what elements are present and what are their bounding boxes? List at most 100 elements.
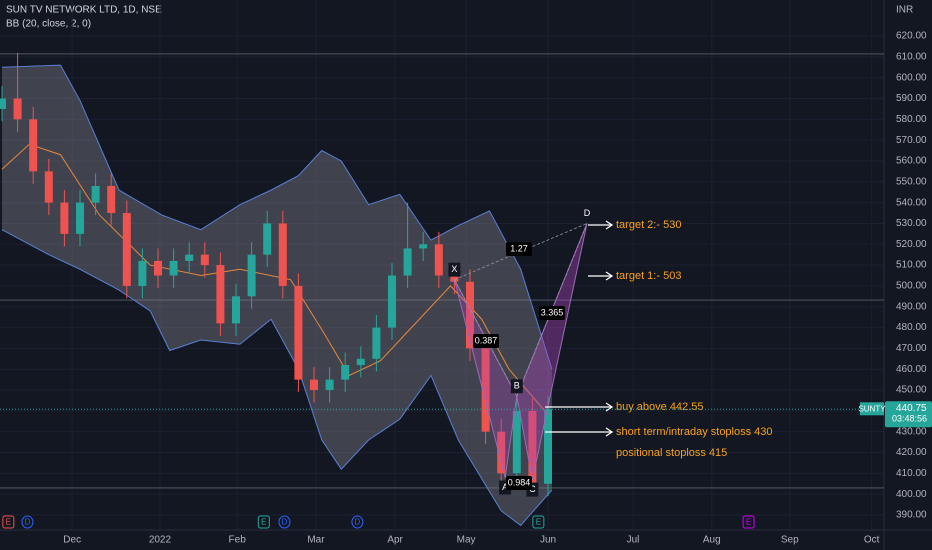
candle-body [29,119,38,172]
last-price-box [885,401,932,428]
y-tick-label: 600.00 [896,72,927,83]
event-label: E [261,518,266,527]
annotation-arrowhead [605,402,614,412]
annotation-arrowhead [605,427,614,437]
pattern-point-label: D [584,208,591,218]
annotation-arrowhead [605,220,614,230]
y-tick-label: 460.00 [896,364,927,375]
chart-title: SUN TV NETWORK LTD, 1D, NSE [6,5,162,16]
candle-body [450,275,459,282]
y-tick-label: 470.00 [896,343,927,354]
event-marker [21,515,34,529]
candle-body [107,185,116,214]
candle-body [544,409,552,484]
band-fill [2,65,552,526]
event-label: E [6,518,11,527]
symbol-label: SUNTY [858,404,886,413]
candle-body [341,365,350,380]
ratio-label: 3.365 [541,307,564,317]
y-tick-label: 560.00 [896,156,927,167]
x-tick-label: Mar [307,535,325,546]
candle-body [310,379,318,391]
ratio-box [539,306,565,320]
currency: INR [896,5,913,16]
x-tick-label: May [457,535,476,546]
ratio-box [473,334,499,348]
candle-body [60,202,69,234]
x-tick-label: 2022 [149,535,172,546]
y-tick-label: 500.00 [896,281,927,292]
y-tick-label: 400.00 [896,489,927,500]
candle-body [388,275,396,328]
candle-body [419,244,428,249]
candle-body [434,244,443,276]
pattern-point-box [581,206,593,221]
x-tick-label: Sep [781,535,799,546]
candle-body [278,223,287,286]
pattern-point-box [510,379,523,394]
ratio-label: 0.984 [508,477,531,487]
y-tick-label: 480.00 [896,322,927,333]
event-marker [532,515,545,529]
y-tick-label: 450.00 [896,385,927,396]
candle-body [512,410,521,474]
y-tick-label: 520.00 [896,239,927,250]
y-tick-label: 550.00 [896,176,927,187]
candle-body [169,260,178,276]
annotation-arrowhead [605,271,614,281]
last-price-label: 440.75 [896,403,927,414]
candle-body [138,260,147,286]
y-tick-label: 620.00 [896,31,927,42]
candle-body [481,348,490,432]
candle-body [497,431,506,474]
y-tick-label: 590.00 [896,93,927,104]
y-tick-label: 430.00 [896,426,927,437]
annotation: buy above 442.55 [616,401,703,413]
annotation: positional stoploss 415 [616,447,727,459]
candle-body [528,410,537,484]
x-tick-label: Oct [864,535,880,546]
y-tick-label: 580.00 [896,114,927,125]
candle-body [216,265,225,324]
event-label: D [282,518,288,527]
x-tick-label: Jul [627,535,640,546]
candle-body [356,358,365,366]
event-marker [2,515,15,529]
event-label: E [746,518,751,527]
annotation: target 1:- 503 [616,270,681,282]
x-tick-label: Aug [703,535,721,546]
countdown: 03:48:56 [892,414,927,424]
candle-body [263,223,272,255]
annotation: target 2:- 530 [616,219,681,231]
ratio-label: 1.27 [510,243,528,253]
candle-body [200,254,209,266]
annotation: short term/intraday stoploss 430 [616,426,773,438]
candle-body [372,327,381,359]
candle-body [232,296,240,324]
y-tick-label: 510.00 [896,260,927,271]
candle-body [466,281,474,349]
candle-body [247,254,256,297]
x-tick-label: Feb [229,535,247,546]
indicator-label: BB (20, close, 2, 0) [6,19,91,30]
event-marker [351,515,364,529]
event-label: D [355,518,361,527]
candle-body [185,254,194,261]
y-tick-label: 540.00 [896,197,927,208]
y-tick-label: 410.00 [896,468,927,479]
candle-body [76,202,84,234]
candle-body [122,213,131,286]
x-tick-label: Apr [387,535,403,546]
ratio-line [516,223,588,397]
pattern-point-label: B [514,381,520,391]
band-line [1,64,553,370]
x-tick-label: Jun [540,535,556,546]
pattern-point-label: X [451,264,457,274]
candle-body [0,98,6,109]
event-marker [742,515,755,529]
candle-body [325,379,334,391]
event-marker [257,515,270,529]
symbol-box [860,402,884,416]
ratio-label: 0.387 [475,335,498,345]
